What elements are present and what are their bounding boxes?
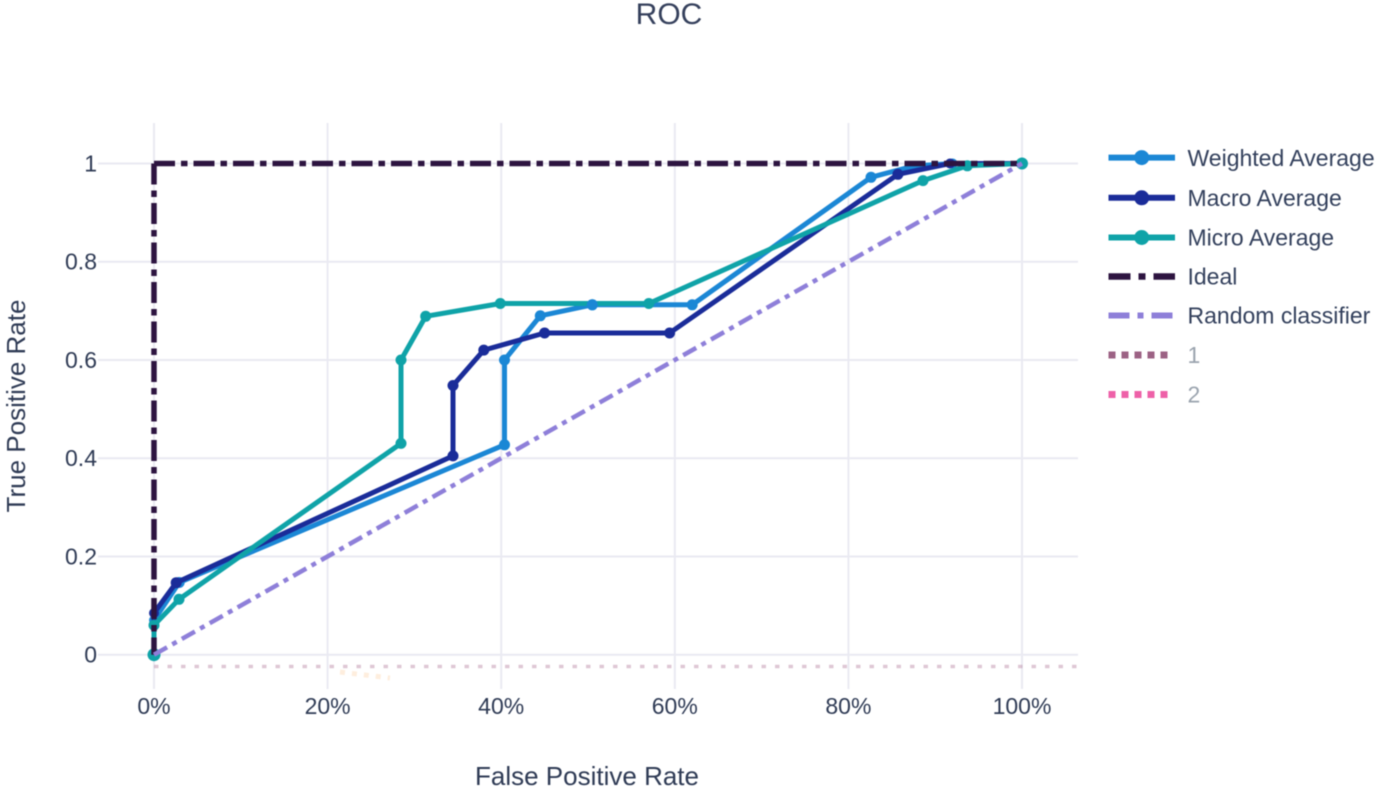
svg-text:1: 1	[84, 151, 97, 177]
svg-text:Weighted Average: Weighted Average	[1188, 145, 1375, 171]
svg-text:Macro Average: Macro Average	[1188, 185, 1342, 211]
svg-text:Micro Average: Micro Average	[1188, 225, 1335, 251]
svg-text:0%: 0%	[137, 693, 170, 719]
svg-text:2: 2	[1188, 382, 1201, 408]
svg-text:False Positive Rate: False Positive Rate	[475, 761, 699, 790]
svg-text:80%: 80%	[825, 693, 871, 719]
svg-text:0.2: 0.2	[65, 544, 97, 570]
svg-text:0.8: 0.8	[65, 249, 97, 275]
svg-text:Random classifier: Random classifier	[1188, 303, 1371, 329]
svg-text:1: 1	[1188, 342, 1201, 368]
svg-text:ROC: ROC	[636, 0, 703, 31]
svg-text:0.4: 0.4	[65, 445, 97, 471]
svg-text:20%: 20%	[305, 693, 351, 719]
svg-text:60%: 60%	[652, 693, 698, 719]
svg-text:0.6: 0.6	[65, 347, 97, 373]
svg-text:0: 0	[84, 642, 97, 668]
svg-text:40%: 40%	[478, 693, 524, 719]
svg-text:True Positive Rate: True Positive Rate	[1, 300, 31, 513]
svg-text:100%: 100%	[993, 693, 1052, 719]
svg-text:Ideal: Ideal	[1188, 264, 1238, 290]
